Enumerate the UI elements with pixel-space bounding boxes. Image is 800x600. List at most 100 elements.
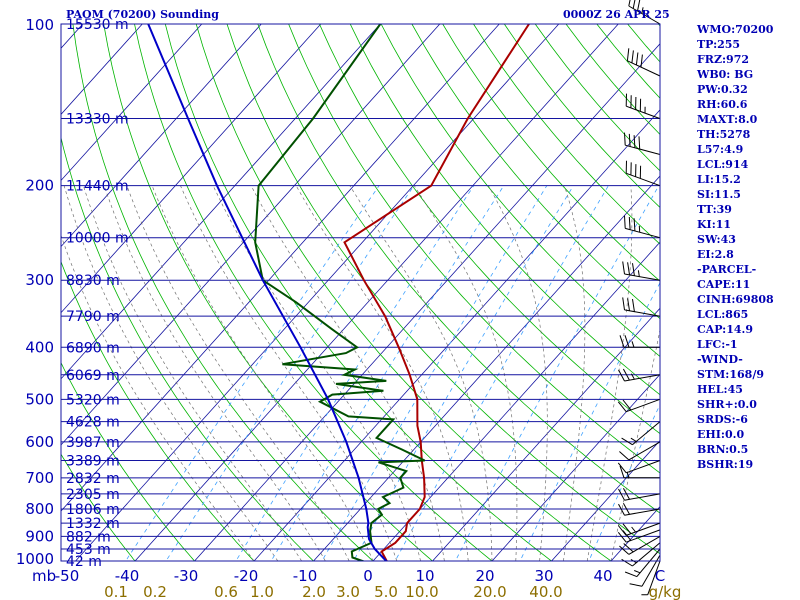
- wind-barb-staff: [624, 273, 661, 281]
- wind-barb: [626, 48, 661, 77]
- isotherm-line: [61, 24, 203, 182]
- wind-barb-staff: [626, 460, 661, 474]
- wind-barb-flag: [628, 216, 631, 230]
- isotherm-line: [551, 439, 660, 561]
- index-item: RH:60.6: [697, 98, 748, 111]
- height-label: 2305 m: [66, 487, 120, 503]
- wind-barb-half-flag: [630, 437, 637, 442]
- isotherm-line: [61, 24, 322, 314]
- wind-barb: [625, 160, 661, 187]
- temperature-tick-label: -40: [115, 567, 140, 585]
- dry-adiabat-line: [61, 453, 136, 561]
- wind-barb-flag: [631, 50, 634, 63]
- indices-panel: WMO:70200 TP:255 FRZ:972 WB0: BG PW:0.32 RH:6…: [697, 22, 800, 472]
- wind-barb-staff: [624, 309, 661, 317]
- pressure-unit-label: mb: [32, 567, 56, 585]
- mixing-ratio-tick-label: 20.0: [473, 583, 506, 600]
- index-item: TT:39: [697, 203, 732, 216]
- isotherm-line: [134, 24, 619, 561]
- wind-barb-flag: [627, 262, 630, 275]
- temperature-tick-label: -50: [55, 567, 80, 585]
- plot-frame: [60, 23, 661, 562]
- wind-barb: [617, 522, 661, 536]
- dewpoint-profile-line: [254, 24, 426, 561]
- mixing-ratio-tick-label: 3.0: [336, 583, 360, 600]
- mixing-ratio-tick-label: 0.2: [143, 583, 167, 600]
- index-item: LI:15.2: [697, 173, 741, 186]
- wind-barb-staff: [632, 542, 661, 567]
- height-label: 6890 m: [66, 340, 120, 356]
- wind-barb: [622, 297, 661, 317]
- height-label: 4628 m: [66, 415, 120, 431]
- height-label: 7790 m: [66, 309, 120, 325]
- index-item: L57:4.9: [697, 143, 744, 156]
- dry-adiabat-line: [61, 136, 315, 561]
- height-label: 3389 m: [66, 454, 120, 470]
- wind-barb: [629, 554, 661, 587]
- wind-barb: [641, 560, 661, 596]
- wind-barb-flag: [624, 335, 630, 348]
- wind-barb-flag: [624, 571, 638, 578]
- wind-barb-flag: [622, 502, 630, 515]
- pressure-tick-label: 800: [25, 500, 54, 518]
- isotherm-line: [61, 24, 500, 512]
- temperature-tick-label: 40: [593, 567, 612, 585]
- wind-barb-flag: [619, 545, 630, 555]
- wind-barb-staff: [624, 493, 661, 501]
- index-item: EI:2.8: [697, 248, 734, 261]
- index-item: CINH:69808: [697, 293, 774, 306]
- wind-barb-flag: [627, 298, 630, 311]
- height-label: 5320 m: [66, 392, 120, 408]
- index-item: BRN:0.5: [697, 443, 749, 456]
- height-label: 15530 m: [66, 17, 129, 33]
- wind-barb-flag: [632, 299, 635, 312]
- wind-barb: [619, 335, 660, 348]
- isotherm-line: [491, 373, 660, 561]
- wind-barb-flag: [629, 583, 643, 587]
- dry-adiabat-line: [61, 361, 196, 561]
- wind-barb-flag: [622, 297, 625, 310]
- wind-barb-flag: [618, 503, 625, 516]
- height-label: 1806 m: [66, 502, 120, 518]
- temperature-tick-label: -20: [234, 567, 259, 585]
- wind-barb-flag: [628, 133, 631, 147]
- dry-adiabat-line: [61, 260, 255, 561]
- wind-barb: [624, 548, 661, 578]
- wind-barb-flag: [619, 451, 630, 461]
- wind-barb-staff: [628, 5, 661, 25]
- wind-barb-flag: [626, 48, 630, 61]
- wind-barb-flag: [633, 135, 636, 148]
- mixing-ratio-line: [165, 185, 415, 561]
- index-item: FRZ:972: [697, 53, 750, 66]
- index-item: EHI:0.0: [697, 428, 745, 441]
- mixing-ratio-line: [353, 185, 574, 561]
- temperature-tick-label: C: [655, 567, 665, 585]
- pressure-tick-label: 600: [25, 433, 54, 451]
- index-item: STM:168/9: [697, 368, 764, 381]
- index-item: TP:255: [697, 38, 741, 51]
- wind-barb-half-flag: [630, 373, 635, 380]
- mixing-ratio-tick-label: 2.0: [302, 583, 326, 600]
- wind-barb-flag: [624, 215, 626, 229]
- wind-barb-staff: [625, 144, 661, 155]
- height-label: 42 m: [66, 554, 102, 570]
- wind-barb: [618, 487, 661, 501]
- wind-barb-flag: [622, 487, 630, 500]
- wind-barb-flag: [635, 52, 639, 66]
- wind-barb-flag: [637, 0, 641, 12]
- height-label: 3987 m: [66, 435, 120, 451]
- mixing-ratio-tick-label: 5.0: [374, 583, 398, 600]
- mixing-ratio-tick-label: 0.1: [104, 583, 128, 600]
- wind-barb-flag: [622, 368, 630, 381]
- temperature-tick-label: -10: [293, 567, 318, 585]
- index-item: WMO:70200: [697, 23, 774, 36]
- height-label: 1332 m: [66, 516, 120, 532]
- moist-adiabat-line: [151, 185, 374, 561]
- wind-barb-staff: [626, 105, 661, 120]
- mixing-ratio-line: [454, 185, 660, 561]
- pressure-tick-label: 400: [25, 338, 54, 356]
- index-item: MAXT:8.0: [697, 113, 758, 126]
- wind-barb: [619, 441, 661, 461]
